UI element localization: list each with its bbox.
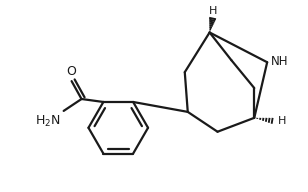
Text: H: H (278, 116, 286, 126)
Text: H$_2$N: H$_2$N (35, 114, 61, 129)
Text: O: O (67, 65, 76, 78)
Text: NH: NH (271, 55, 289, 68)
Text: H: H (209, 6, 217, 16)
